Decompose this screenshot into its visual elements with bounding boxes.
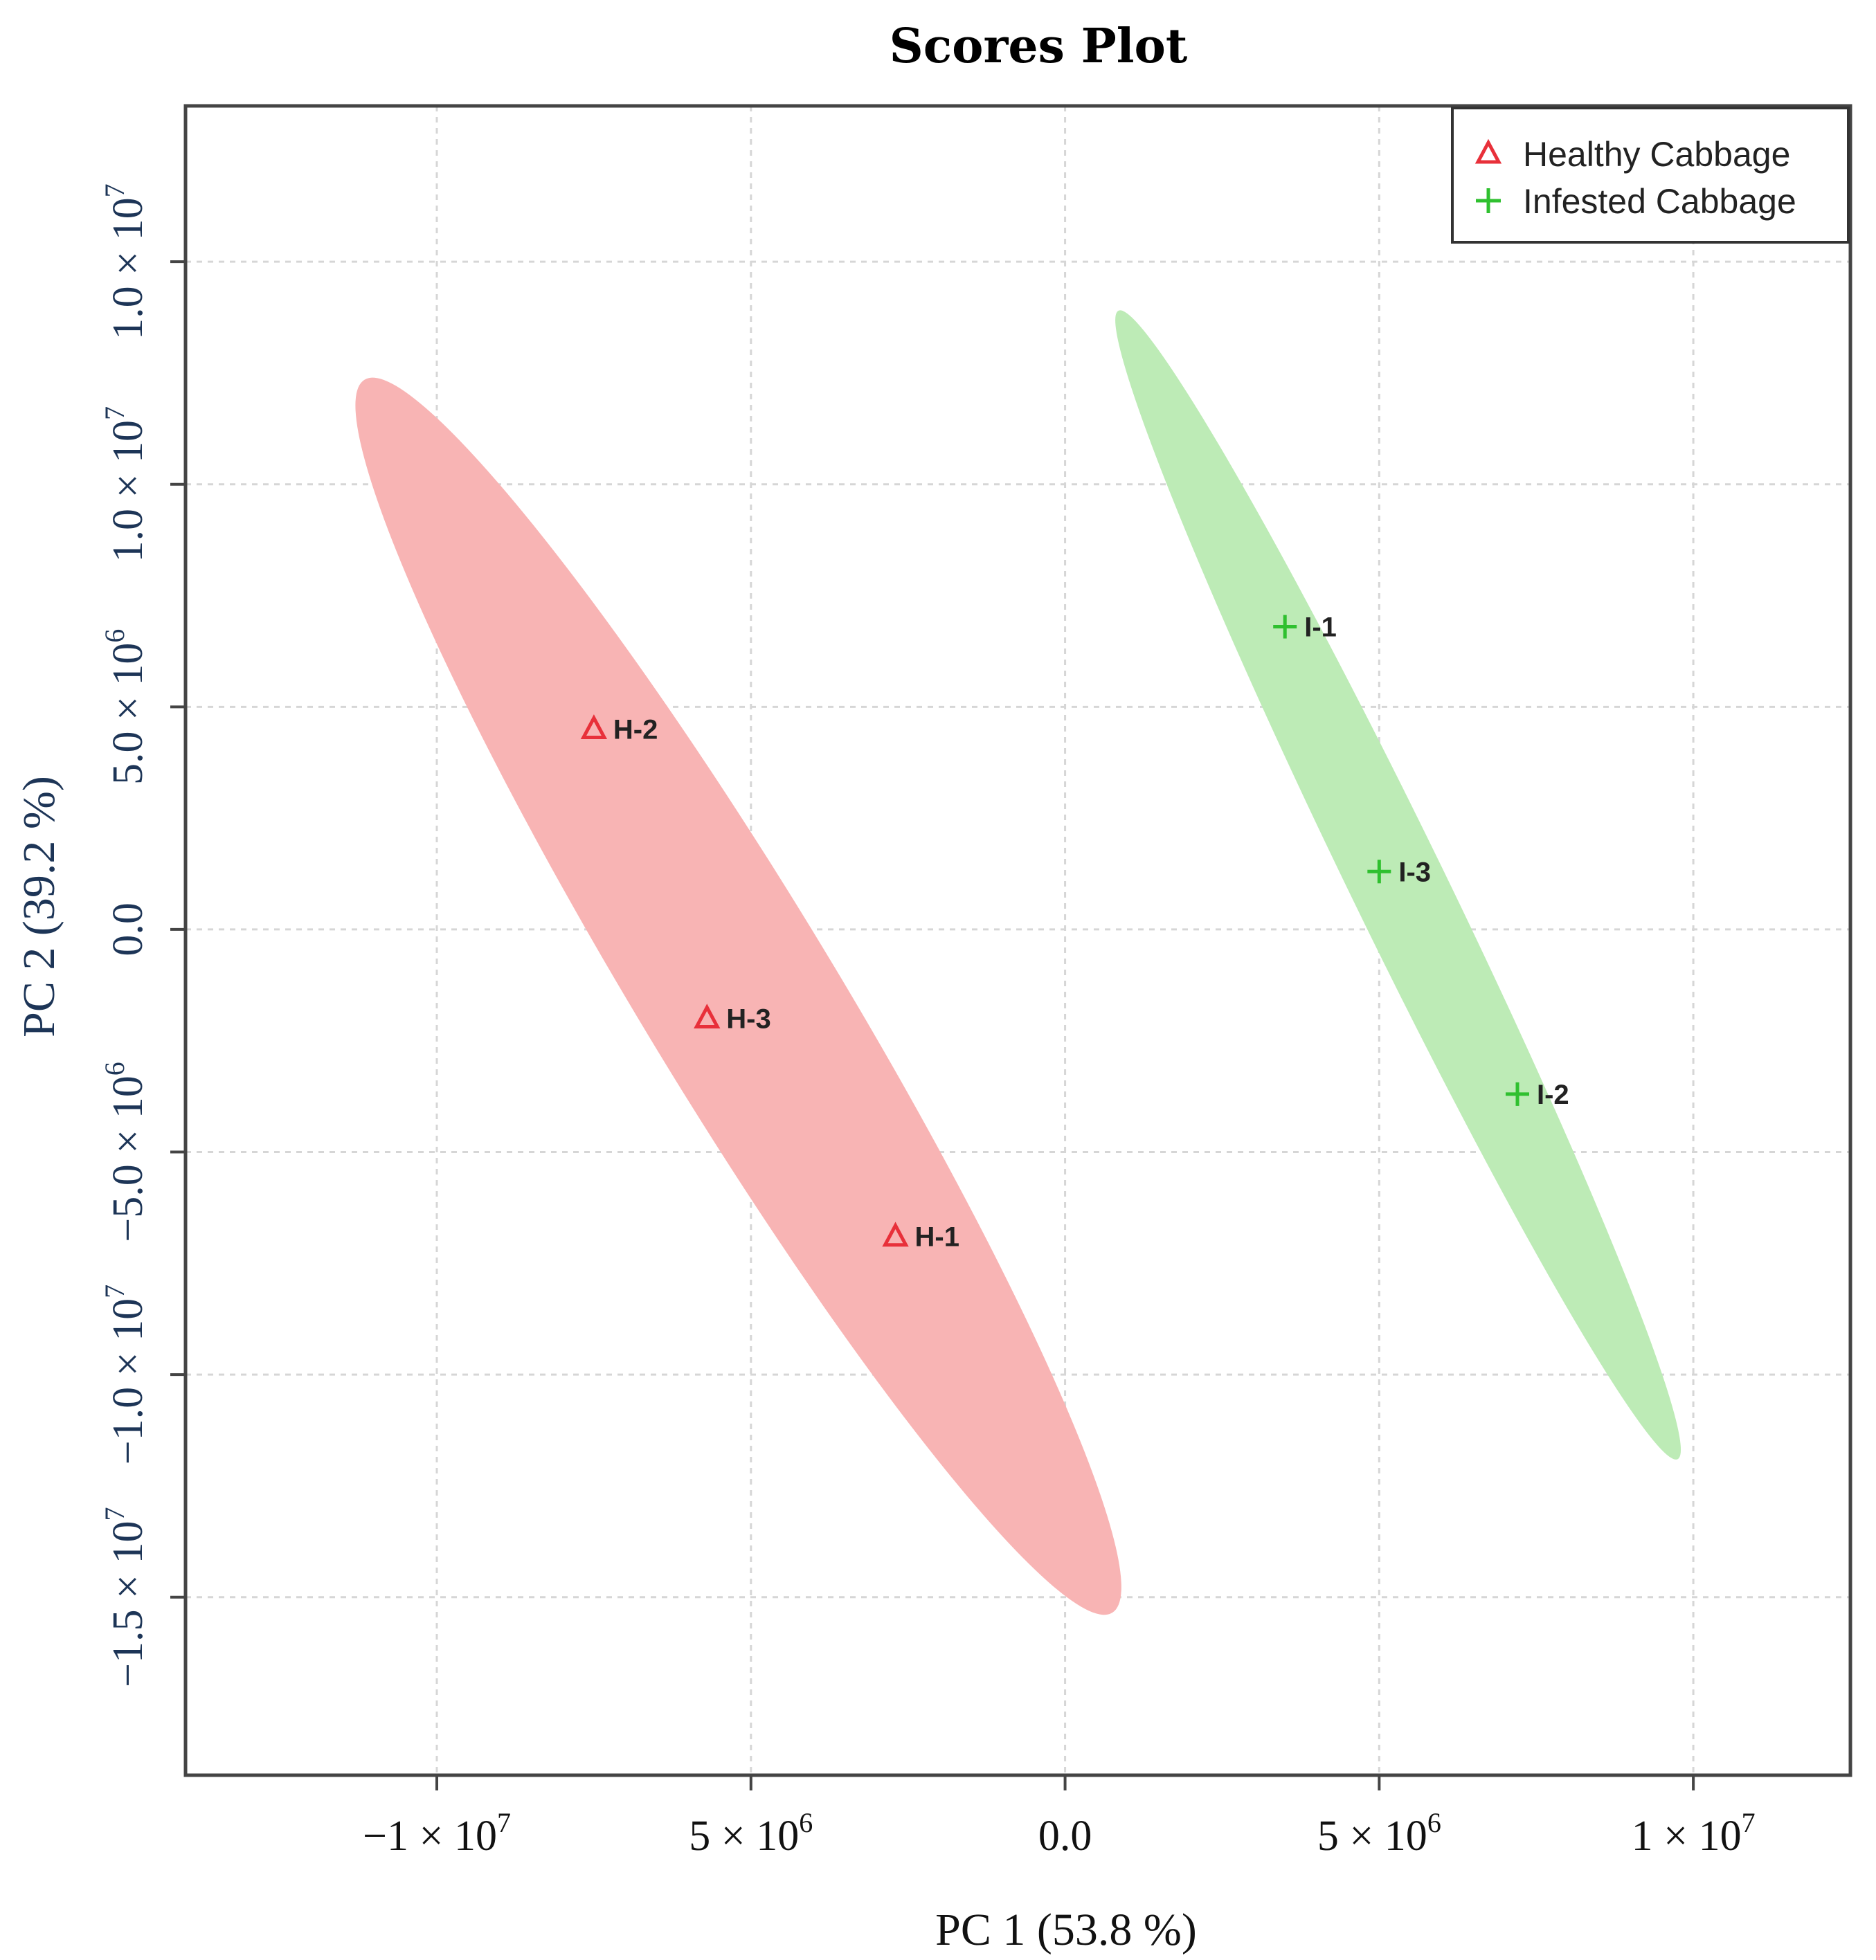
point-marker-i-3 xyxy=(1367,860,1391,884)
confidence-ellipse-infested-cabbage xyxy=(1115,310,1681,1460)
chart-title: Scores Plot xyxy=(890,19,1188,74)
point-marker-i-1 xyxy=(1273,615,1297,639)
y-tick-label: 1.0 × 107 xyxy=(99,406,152,562)
x-tick-label: 0.0 xyxy=(1038,1813,1092,1860)
legend: Healthy Cabbage Infested Cabbage xyxy=(1451,107,1850,244)
x-axis-title: PC 1 (53.8 %) xyxy=(935,1905,1197,1955)
y-axis: −1.5 × 107 −1.0 × 107 −5.0 × 106 0.0 5.0 × 1… xyxy=(99,183,186,1687)
plot-frame xyxy=(183,104,1852,1777)
point-label-i-1: I-1 xyxy=(1304,612,1337,643)
x-tick-label: 1 × 107 xyxy=(1632,1807,1756,1860)
y-tick-label: −5.0 × 106 xyxy=(99,1062,152,1242)
point-marker-h-3 xyxy=(694,1004,721,1029)
legend-marker-infested xyxy=(1476,188,1501,213)
x-tick-label: 5 × 106 xyxy=(689,1807,813,1860)
point-marker-h-2 xyxy=(580,714,608,739)
point-label-i-2: I-2 xyxy=(1537,1080,1569,1110)
legend-label: Healthy Cabbage xyxy=(1523,135,1790,174)
confidence-ellipse-healthy-cabbage xyxy=(355,377,1121,1615)
x-tick-label: 5 × 106 xyxy=(1317,1807,1441,1860)
y-tick-label: −1.0 × 107 xyxy=(99,1285,152,1464)
point-label-h-1: H-1 xyxy=(915,1222,959,1253)
point-label-h-2: H-2 xyxy=(613,714,658,745)
legend-box xyxy=(1451,107,1850,244)
legend-label: Infested Cabbage xyxy=(1523,182,1796,221)
data-points: H-2 H-3 H-1 I-1 I-3 I-2 xyxy=(580,612,1569,1253)
point-label-i-3: I-3 xyxy=(1398,857,1431,887)
confidence-ellipses xyxy=(355,310,1681,1615)
y-axis-title: PC 2 (39.2 %) xyxy=(14,776,64,1037)
y-tick-label: 1.0 × 107 xyxy=(99,183,152,339)
x-tick-label: −1 × 107 xyxy=(363,1807,511,1860)
point-label-h-3: H-3 xyxy=(726,1004,770,1035)
point-marker-h-1 xyxy=(882,1222,909,1247)
x-axis: −1 × 107 5 × 106 0.0 5 × 106 1 × 107 xyxy=(363,1775,1756,1860)
point-marker-i-2 xyxy=(1506,1082,1529,1106)
y-tick-label: −1.5 × 107 xyxy=(99,1507,152,1687)
legend-marker-healthy xyxy=(1474,138,1502,164)
y-tick-label: 0.0 xyxy=(105,902,152,956)
y-tick-label: 5.0 × 106 xyxy=(99,629,152,785)
